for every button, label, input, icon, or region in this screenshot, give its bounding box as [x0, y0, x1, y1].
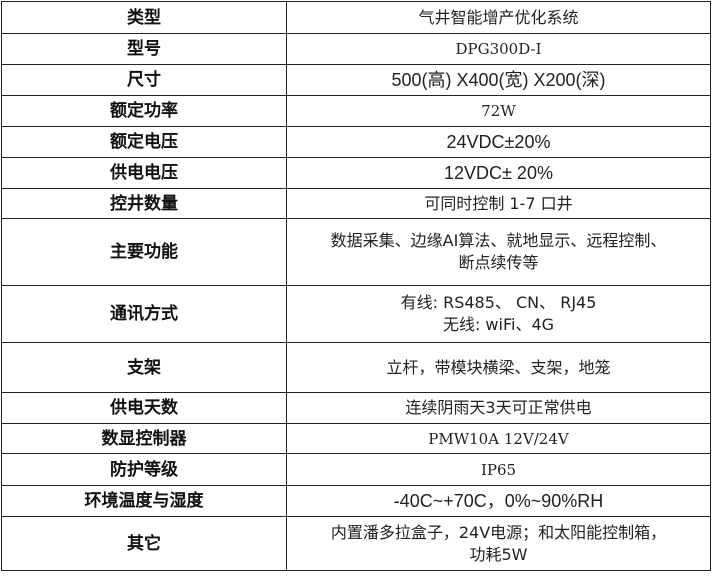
value-line: 500(高) X400(宽) X200(深)	[391, 70, 606, 90]
row-label: 控井数量	[1, 188, 287, 219]
row-value: PMW10A 12V/24V	[286, 423, 711, 454]
table-row: 主要功能 数据采集、边缘AI算法、就地显示、远程控制、 断点续传等	[1, 218, 711, 286]
table-row: 防护等级 IP65	[1, 453, 711, 486]
table-row: 供电电压 12VDC± 20%	[1, 157, 711, 189]
row-label: 其它	[1, 516, 287, 571]
row-label: 环境温度与湿度	[1, 485, 287, 517]
value-line: 立杆，带模块横梁、支架，地笼	[386, 357, 611, 377]
value-line: 气井智能增产优化系统	[418, 7, 579, 27]
row-value: 500(高) X400(宽) X200(深)	[286, 64, 711, 96]
table-row: 环境温度与湿度 -40C~+70C，0%~90%RH	[1, 485, 711, 517]
row-label: 防护等级	[1, 453, 287, 486]
row-value: 可同时控制 1-7 口井	[286, 188, 711, 219]
row-value: 数据采集、边缘AI算法、就地显示、远程控制、 断点续传等	[286, 218, 711, 286]
value-line: -40C~+70C，0%~90%RH	[393, 491, 604, 511]
row-label: 供电天数	[1, 392, 287, 424]
value-line: 72W	[481, 102, 516, 120]
table-row: 通讯方式 有线: RS485、 CN、 RJ45 无线: wiFi、4G	[1, 285, 711, 343]
row-label: 支架	[1, 342, 287, 393]
row-value: 72W	[286, 95, 711, 127]
row-label: 型号	[1, 33, 287, 65]
row-value: 立杆，带模块横梁、支架，地笼	[286, 342, 711, 393]
value-line: 24VDC±20%	[446, 132, 551, 152]
row-value: IP65	[286, 453, 711, 486]
value-line: 无线: wiFi、4G	[442, 315, 555, 334]
row-label: 尺寸	[1, 64, 287, 96]
row-label: 类型	[1, 1, 287, 34]
table-row: 数显控制器 PMW10A 12V/24V	[1, 423, 711, 454]
row-value: 连续阴雨天3天可正常供电	[286, 392, 711, 424]
table-row: 类型 气井智能增产优化系统	[1, 1, 711, 34]
value-line: DPG300D-I	[455, 40, 542, 58]
row-label: 通讯方式	[1, 285, 287, 343]
table-row: 控井数量 可同时控制 1-7 口井	[1, 188, 711, 219]
value-line: 可同时控制 1-7 口井	[424, 193, 573, 213]
table-row: 型号 DPG300D-I	[1, 33, 711, 65]
value-line: IP65	[480, 460, 517, 479]
row-value: -40C~+70C，0%~90%RH	[286, 485, 711, 517]
value-line: 有线: RS485、 CN、 RJ45	[400, 293, 597, 312]
value-line: 连续阴雨天3天可正常供电	[405, 398, 592, 417]
row-value: 内置潘多拉盒子，24V电源；和太阳能控制箱， 功耗5W	[286, 516, 711, 571]
value-line: 12VDC± 20%	[444, 163, 553, 183]
row-label: 数显控制器	[1, 423, 287, 454]
table-row: 其它 内置潘多拉盒子，24V电源；和太阳能控制箱， 功耗5W	[1, 516, 711, 571]
row-value: DPG300D-I	[286, 33, 711, 65]
value-line: 内置潘多拉盒子，24V电源；和太阳能控制箱，	[330, 522, 667, 542]
row-value: 气井智能增产优化系统	[286, 1, 711, 34]
row-value: 24VDC±20%	[286, 126, 711, 158]
table-row: 支架 立杆，带模块横梁、支架，地笼	[1, 342, 711, 393]
row-label: 额定功率	[1, 95, 287, 127]
row-value: 有线: RS485、 CN、 RJ45 无线: wiFi、4G	[286, 285, 711, 343]
row-label: 供电电压	[1, 157, 287, 189]
value-line: 断点续传等	[458, 253, 539, 272]
value-line: 功耗5W	[469, 544, 528, 564]
value-line: 数据采集、边缘AI算法、就地显示、远程控制、	[330, 231, 667, 250]
table-row: 额定功率 72W	[1, 95, 711, 127]
table-row: 供电天数 连续阴雨天3天可正常供电	[1, 392, 711, 424]
row-label: 额定电压	[1, 126, 287, 158]
row-label: 主要功能	[1, 218, 287, 286]
table-row: 额定电压 24VDC±20%	[1, 126, 711, 158]
row-value: 12VDC± 20%	[286, 157, 711, 189]
table-row: 尺寸 500(高) X400(宽) X200(深)	[1, 64, 711, 96]
value-line: PMW10A 12V/24V	[428, 429, 569, 448]
